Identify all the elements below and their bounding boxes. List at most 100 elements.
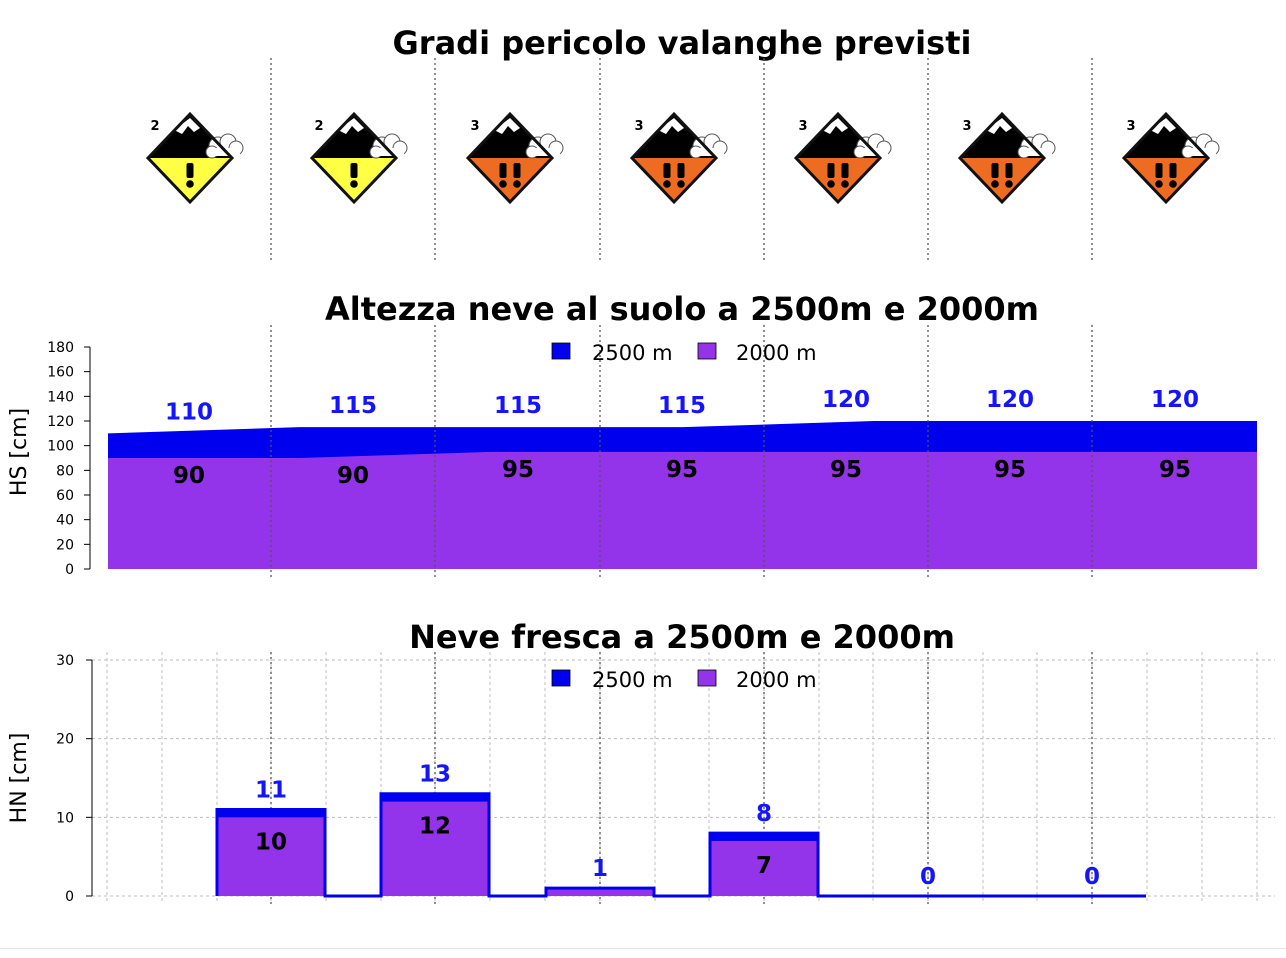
hs-data-label-2000: 95 [502,457,534,483]
danger-level-number: 3 [798,119,807,134]
hs-y-tick-label: 60 [56,488,74,504]
hs-data-label-2500: 115 [658,393,706,419]
hn-y-tick-label: 10 [56,810,74,826]
avalanche-danger-2-icon: 2 [309,111,408,205]
diamond-outline [793,111,883,205]
hn-bar-2000 [546,888,654,896]
diamond-lower-fill [632,158,716,202]
hs-data-label-2500: 115 [494,393,542,419]
hn-data-label-2000: 10 [255,829,287,855]
cloud-icon [525,133,564,159]
avalanche-danger-3-icon: 3 [1121,111,1220,205]
cloud-icon [1017,133,1056,159]
hs-data-label-2000: 95 [994,457,1026,483]
exclamation-bar [677,163,685,178]
danger-level-number: 2 [150,119,159,134]
hs-area-2000 [108,451,1257,569]
hn-legend-swatch-2000 [697,669,717,687]
cloud-base [856,148,888,156]
danger-chart-title: Gradi pericolo valanghe previsti [393,24,972,62]
snow-cap [658,118,684,134]
hs-legend: 2500 m 2000 m [551,341,817,365]
bottom-divider [0,948,1286,949]
hn-step-outline-2500 [215,792,1146,898]
exclamation-dot [663,180,671,188]
exclamation-bar [991,163,999,178]
hs-y-tick-label: 120 [47,414,74,430]
exclamation-dot [841,180,849,188]
hn-bar-2000 [381,801,489,896]
hs-data-label-2500: 120 [822,387,870,413]
exclamation-bar [350,163,358,178]
hn-legend-label-2000: 2000 m [736,668,817,692]
danger-level-number: 3 [1126,119,1135,134]
hs-data-label-2000: 95 [1159,457,1191,483]
hs-legend-swatch-2000 [697,342,717,360]
hs-y-tick-label: 20 [56,537,74,553]
hn-y-tick-label: 20 [56,732,74,748]
hs-data-label-2500: 115 [329,393,377,419]
cloud-base [208,148,240,156]
cloud-icon [689,133,728,159]
danger-level-number: 3 [470,119,479,134]
hn-data-label-2500: 1 [592,856,608,882]
hs-data-label-2000: 95 [666,457,698,483]
exclamation-dot [513,180,521,188]
exclamation-bar [1005,163,1013,178]
hn-data-label-2500: 13 [419,762,451,788]
hs-legend-label-2000: 2000 m [736,341,817,365]
diamond-outline [145,111,235,205]
cloud-icon [369,133,408,159]
hn-bar-2000 [217,817,325,896]
danger-level-number: 3 [634,119,643,134]
diamond-lower-fill [468,158,552,202]
hs-data-label-2500: 120 [986,387,1034,413]
cloud-base [528,148,560,156]
diamond-lower-fill [1124,158,1208,202]
hs-y-tick-label: 180 [47,340,74,356]
diamond-outline [465,111,555,205]
danger-level-number: 3 [962,119,971,134]
diamond-outline [1121,111,1211,205]
hs-data-label-2000: 90 [337,463,369,489]
cloud-base [692,148,724,156]
exclamation-dot [677,180,685,188]
hs-data-label-2500: 120 [1151,387,1199,413]
cloud-icon [1181,133,1220,159]
hs-data-label-2500: 110 [165,399,213,425]
hs-y-tick-label: 100 [47,439,74,455]
hs-legend-label-2500: 2500 m [592,341,673,365]
avalanche-danger-3-icon: 3 [465,111,564,205]
avalanche-danger-3-icon: 3 [793,111,892,205]
exclamation-dot [350,180,358,188]
snow-cap [1150,118,1176,134]
hs-data-label-2000: 90 [173,463,205,489]
hn-data-label-2500: 11 [255,777,287,803]
hs-data-label-2000: 95 [830,457,862,483]
hs-y-tick-label: 160 [47,365,74,381]
hs-y-tick-label: 40 [56,513,74,529]
snow-cap [174,118,200,134]
hn-chart-title: Neve fresca a 2500m e 2000m [409,618,955,656]
exclamation-bar [499,163,507,178]
cloud-base [372,148,404,156]
hn-data-label-2500: 0 [1084,864,1100,890]
snow-depth-chart: Altezza neve al suolo a 2500m e 2000m HS… [7,290,1257,578]
exclamation-bar [1169,163,1177,178]
exclamation-bar [513,163,521,178]
hs-chart-title: Altezza neve al suolo a 2500m e 2000m [325,290,1039,328]
exclamation-bar [841,163,849,178]
exclamation-dot [186,180,194,188]
snow-cap [494,118,520,134]
avalanche-danger-3-icon: 3 [629,111,728,205]
hn-legend: 2500 m 2000 m [551,668,817,692]
cloud-base [1184,148,1216,156]
hs-y-tick-label: 140 [47,389,74,405]
hs-y-tick-label: 80 [56,463,74,479]
cloud-base [1020,148,1052,156]
hn-y-tick-label: 30 [56,653,74,669]
exclamation-bar [1155,163,1163,178]
exclamation-dot [499,180,507,188]
hn-legend-label-2500: 2500 m [592,668,673,692]
